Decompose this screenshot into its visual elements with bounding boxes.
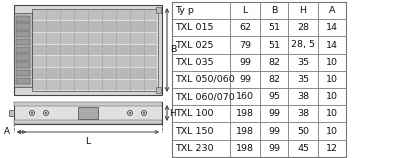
Text: 45: 45: [297, 144, 309, 153]
Text: 35: 35: [297, 58, 309, 67]
Text: 198: 198: [236, 144, 254, 153]
Text: 160: 160: [236, 92, 254, 101]
Text: 82: 82: [268, 75, 280, 84]
Bar: [78, 107, 98, 119]
Bar: [14, 13, 32, 87]
Text: L: L: [242, 6, 248, 15]
Text: 99: 99: [268, 127, 280, 136]
Bar: [33, 33, 157, 44]
Text: 14: 14: [326, 40, 338, 49]
Circle shape: [143, 112, 145, 114]
Text: 99: 99: [239, 75, 251, 84]
Bar: [16, 15, 30, 22]
Text: 38: 38: [297, 92, 309, 101]
Bar: [14, 102, 162, 106]
Text: 10: 10: [326, 75, 338, 84]
Text: Ty p: Ty p: [175, 6, 194, 15]
Circle shape: [45, 112, 47, 114]
Text: 82: 82: [268, 58, 280, 67]
Text: TXL 035: TXL 035: [175, 58, 214, 67]
Bar: [16, 70, 30, 76]
Text: 14: 14: [326, 23, 338, 32]
Text: TXL 050/060: TXL 050/060: [175, 75, 235, 84]
Text: TXL 015: TXL 015: [175, 23, 214, 32]
Text: 10: 10: [326, 127, 338, 136]
Text: 198: 198: [236, 109, 254, 118]
Text: 51: 51: [268, 23, 280, 32]
Bar: [16, 39, 30, 45]
Text: 50: 50: [297, 127, 309, 136]
Text: 10: 10: [326, 92, 338, 101]
Text: TXL 150: TXL 150: [175, 127, 214, 136]
Text: B: B: [170, 46, 176, 55]
Bar: [16, 23, 30, 30]
Text: H: H: [300, 6, 306, 15]
Text: A: A: [329, 6, 335, 15]
Bar: [172, 2, 346, 157]
Bar: [16, 31, 30, 37]
Text: A: A: [4, 128, 10, 137]
Bar: [14, 120, 162, 124]
Bar: [33, 21, 157, 32]
Text: 95: 95: [268, 92, 280, 101]
Text: 99: 99: [239, 58, 251, 67]
Text: 38: 38: [297, 109, 309, 118]
Bar: [9, 110, 14, 116]
Bar: [33, 80, 157, 91]
Text: 99: 99: [268, 109, 280, 118]
Text: TXL 025: TXL 025: [175, 40, 214, 49]
Text: 99: 99: [268, 144, 280, 153]
Text: TXL 060/070: TXL 060/070: [175, 92, 235, 101]
Bar: [14, 102, 162, 124]
Bar: [32, 9, 158, 91]
Circle shape: [31, 112, 33, 114]
Bar: [16, 62, 30, 68]
Text: 62: 62: [239, 23, 251, 32]
Text: 51: 51: [268, 40, 280, 49]
Text: 28, 5: 28, 5: [291, 40, 315, 49]
Circle shape: [129, 112, 131, 114]
Text: 198: 198: [236, 127, 254, 136]
Text: L: L: [85, 137, 91, 146]
Bar: [16, 78, 30, 84]
Bar: [156, 7, 161, 13]
Bar: [156, 87, 161, 93]
Text: 35: 35: [297, 75, 309, 84]
Bar: [16, 47, 30, 53]
Bar: [14, 5, 162, 95]
Text: 79: 79: [239, 40, 251, 49]
Text: 28: 28: [297, 23, 309, 32]
Text: 12: 12: [326, 144, 338, 153]
Bar: [33, 45, 157, 55]
Bar: [33, 68, 157, 79]
Text: B: B: [271, 6, 277, 15]
Text: 10: 10: [326, 109, 338, 118]
Text: 10: 10: [326, 58, 338, 67]
Bar: [33, 9, 157, 20]
Bar: [16, 54, 30, 61]
Text: TXL 230: TXL 230: [175, 144, 214, 153]
Text: TXL 100: TXL 100: [175, 109, 214, 118]
Bar: [33, 56, 157, 67]
Text: H: H: [169, 109, 176, 118]
